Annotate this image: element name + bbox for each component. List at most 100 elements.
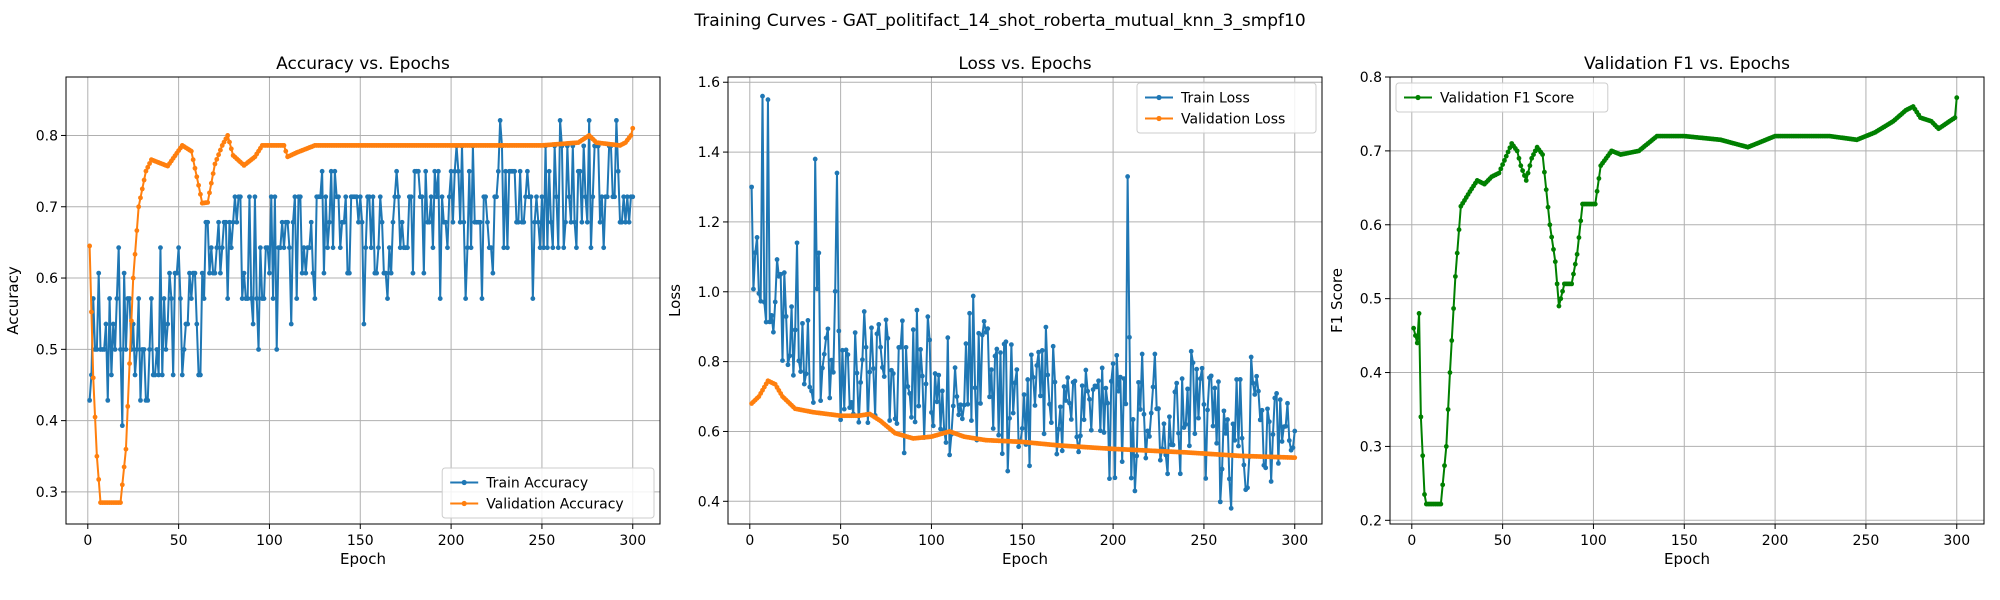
data-point	[125, 403, 131, 409]
data-point	[330, 245, 336, 251]
data-point	[1574, 251, 1580, 257]
data-point	[392, 194, 398, 200]
data-point	[136, 204, 142, 210]
data-point	[579, 219, 585, 225]
data-point	[368, 245, 374, 251]
data-point	[771, 329, 776, 335]
x-tick-label: 50	[170, 533, 188, 549]
legend-marker	[1415, 94, 1421, 101]
data-point	[310, 270, 316, 276]
data-point	[1241, 462, 1247, 468]
data-point	[268, 194, 274, 200]
data-point	[87, 397, 93, 403]
data-point	[787, 353, 793, 359]
data-point	[1226, 476, 1232, 482]
x-tick-label: 100	[1580, 533, 1607, 549]
data-point	[281, 245, 287, 251]
data-point	[1121, 376, 1127, 382]
data-point	[341, 219, 347, 225]
data-point	[919, 373, 925, 379]
y-tick-label: 0.4	[36, 414, 58, 430]
data-point	[94, 453, 100, 459]
data-point	[1239, 435, 1245, 441]
series-group	[749, 93, 1298, 511]
legend-marker	[461, 479, 467, 486]
data-point	[152, 372, 158, 378]
data-point	[1572, 261, 1578, 267]
data-point	[845, 352, 851, 357]
data-point	[1141, 411, 1147, 417]
data-point	[858, 380, 864, 385]
data-point	[1012, 380, 1018, 386]
data-point	[176, 245, 182, 251]
data-point	[114, 296, 120, 301]
data-point	[119, 482, 125, 488]
data-point	[832, 288, 838, 294]
data-point	[836, 328, 842, 334]
data-point	[1007, 415, 1012, 421]
data-point	[1150, 384, 1156, 390]
series-validation-loss	[749, 378, 1298, 461]
data-point	[763, 319, 769, 325]
data-point	[1571, 271, 1576, 277]
data-point	[1003, 339, 1009, 345]
legend: Train Accuracy Validation Accuracy	[441, 467, 655, 519]
data-point	[1576, 235, 1582, 240]
data-point	[279, 219, 285, 225]
data-point	[1174, 380, 1180, 386]
data-point	[807, 384, 813, 390]
data-point	[1047, 401, 1052, 407]
data-point	[1079, 383, 1085, 389]
data-point	[881, 374, 887, 379]
data-point	[1952, 115, 1958, 121]
data-point	[288, 321, 294, 327]
data-point	[419, 194, 425, 200]
data-point	[107, 296, 112, 301]
data-point	[812, 156, 818, 162]
data-point	[170, 372, 176, 378]
data-point	[1520, 168, 1526, 173]
data-point	[515, 219, 521, 225]
data-point	[248, 296, 254, 301]
data-point	[89, 309, 94, 315]
data-point	[272, 194, 278, 200]
y-tick-label: 0.7	[1360, 144, 1382, 160]
data-point	[1569, 281, 1575, 287]
data-point	[890, 371, 896, 376]
data-point	[628, 133, 634, 138]
data-point	[497, 118, 503, 123]
data-point	[1529, 155, 1535, 161]
data-point	[1085, 388, 1091, 394]
data-point	[1505, 149, 1511, 155]
data-point	[1248, 354, 1254, 360]
data-point	[523, 194, 528, 200]
data-point	[789, 304, 794, 310]
data-point	[530, 296, 536, 301]
data-point	[109, 372, 114, 378]
data-point	[426, 219, 432, 225]
data-point	[761, 299, 767, 305]
data-point	[192, 270, 198, 276]
data-point	[241, 270, 247, 276]
data-point	[1030, 374, 1036, 380]
data-point	[132, 251, 138, 257]
data-point	[785, 362, 791, 368]
data-point	[196, 182, 202, 188]
data-point	[1452, 274, 1458, 279]
data-point	[524, 168, 530, 174]
data-point	[1101, 430, 1107, 435]
data-point	[208, 180, 214, 186]
data-point	[834, 170, 840, 176]
data-point	[274, 347, 280, 352]
data-point	[423, 168, 429, 174]
data-point	[1065, 375, 1071, 381]
data-point	[912, 419, 918, 425]
y-tick-label: 0.2	[1360, 513, 1382, 529]
data-point	[950, 403, 956, 409]
data-point	[792, 327, 798, 333]
data-point	[105, 397, 111, 403]
data-point	[1130, 417, 1136, 422]
data-point	[978, 401, 983, 406]
data-point	[1094, 384, 1100, 390]
data-point	[190, 157, 196, 163]
